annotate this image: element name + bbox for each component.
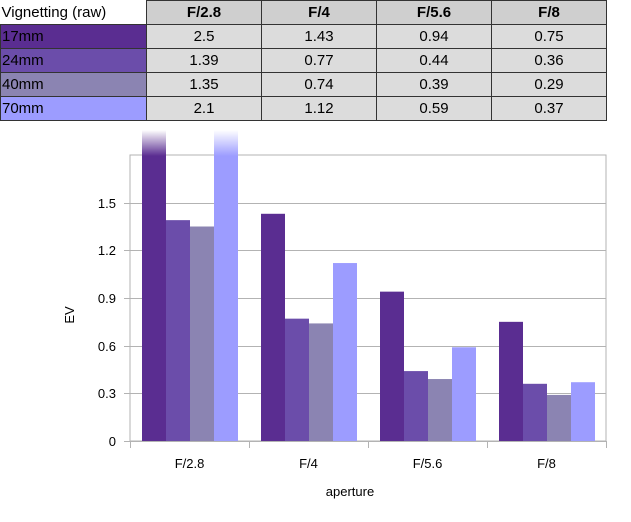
table-cell: 1.12 [261, 96, 377, 121]
table-cell: 0.74 [261, 72, 377, 97]
table-row: 40mm 1.35 0.74 0.39 0.29 [0, 72, 607, 97]
bar-17mm-F/8 [499, 321, 523, 441]
bar-70mm-F/4 [333, 263, 357, 441]
y-tick-label: 0.9 [98, 291, 116, 306]
table-cell: 2.5 [146, 24, 262, 49]
x-tick-label: F/8 [537, 456, 556, 471]
bar-40mm-F/8 [547, 394, 571, 441]
table-corner-label: Vignetting (raw) [0, 0, 147, 25]
y-tick-label: 1.5 [98, 196, 116, 211]
bar-40mm-F/4 [309, 323, 333, 441]
tick-labels: 0 0.3 0.6 0.9 1.2 1.5 F/2.8 F/4 F/5.6 F/8 [98, 196, 556, 471]
table-cell: 1.39 [146, 48, 262, 73]
bar-24mm-F/2.8 [166, 220, 190, 441]
table-row: 17mm 2.5 1.43 0.94 0.75 [0, 24, 607, 49]
x-tick-label: F/2.8 [175, 456, 205, 471]
bar-overflow-fade [142, 130, 166, 156]
bar-40mm-F/5.6 [428, 379, 452, 441]
bar-40mm-F/2.8 [190, 226, 214, 441]
axes [124, 203, 607, 448]
column-header: F/2.8 [146, 0, 262, 25]
bar-70mm-F/2.8 [214, 130, 238, 441]
table-row: 24mm 1.39 0.77 0.44 0.36 [0, 48, 607, 73]
bar-70mm-F/8 [571, 382, 595, 441]
x-axis-title: aperture [326, 484, 374, 499]
y-tick-label: 0.6 [98, 339, 116, 354]
bars-layer [142, 130, 595, 441]
table-cell: 0.94 [376, 24, 492, 49]
bar-overflow-fade [214, 130, 238, 156]
x-tick-label: F/5.6 [413, 456, 443, 471]
bar-70mm-F/5.6 [452, 347, 476, 441]
table-cell: 2.1 [146, 96, 262, 121]
y-tick-label: 0.3 [98, 386, 116, 401]
series-label-24mm: 24mm [0, 48, 147, 73]
table-cell: 0.44 [376, 48, 492, 73]
y-axis-title: EV [62, 306, 77, 324]
bar-17mm-F/5.6 [380, 291, 404, 441]
table-cell: 0.77 [261, 48, 377, 73]
bar-24mm-F/8 [523, 383, 547, 441]
table-cell: 1.43 [261, 24, 377, 49]
series-label-70mm: 70mm [0, 96, 147, 121]
table-cell: 0.37 [491, 96, 607, 121]
table-cell: 0.39 [376, 72, 492, 97]
bar-17mm-F/2.8 [142, 130, 166, 441]
column-header: F/4 [261, 0, 377, 25]
table-cell: 0.59 [376, 96, 492, 121]
bar-24mm-F/5.6 [404, 371, 428, 441]
bar-17mm-F/4 [261, 213, 285, 441]
vignetting-data-table: Vignetting (raw) F/2.8 F/4 F/5.6 F/8 17m… [0, 0, 607, 121]
y-tick-label: 1.2 [98, 243, 116, 258]
series-label-17mm: 17mm [0, 24, 147, 49]
table-row: 70mm 2.1 1.12 0.59 0.37 [0, 96, 607, 121]
column-header: F/8 [491, 0, 607, 25]
x-tick-label: F/4 [299, 456, 318, 471]
y-tick-label: 0 [109, 434, 116, 449]
bar-24mm-F/4 [285, 318, 309, 441]
table-header-row: Vignetting (raw) F/2.8 F/4 F/5.6 F/8 [0, 0, 607, 25]
